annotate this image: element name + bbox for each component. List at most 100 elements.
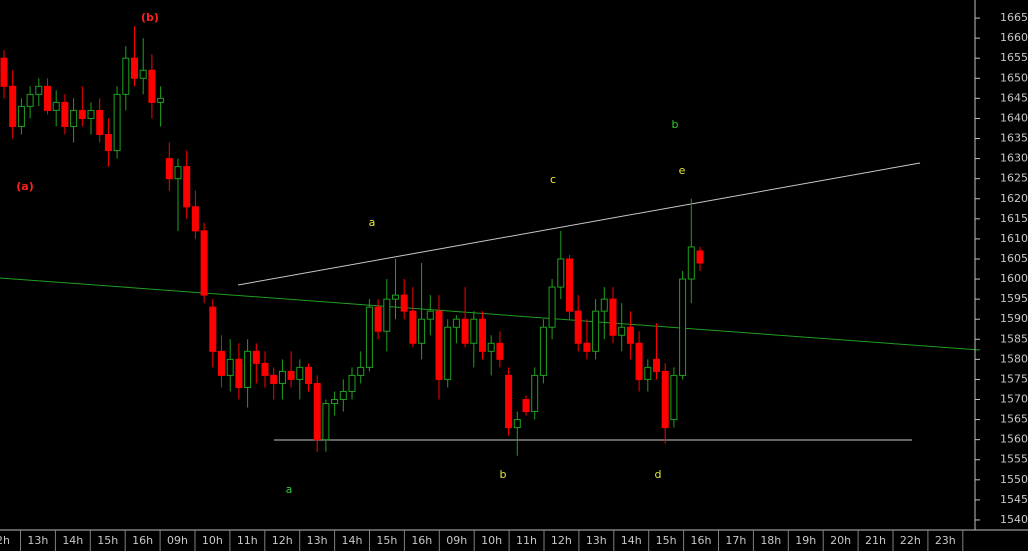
x-tick-label: 14h (342, 534, 363, 547)
candle-body (357, 366, 365, 376)
candle-body (226, 358, 234, 376)
candle-body (531, 374, 539, 413)
candle-body (278, 370, 286, 384)
candle-body (157, 97, 165, 103)
candle-body (365, 306, 373, 368)
x-tick-label: 19h (795, 534, 816, 547)
candle-body (626, 326, 634, 344)
candle-body (574, 310, 582, 344)
candle-body (600, 298, 608, 312)
candle-body (661, 370, 669, 429)
y-tick-label: 1560 (1000, 433, 1028, 446)
candle-body (513, 419, 521, 429)
y-tick-label: 1615 (1000, 212, 1028, 225)
x-tick-label: 11h (516, 534, 537, 547)
y-tick-label: 1650 (1000, 71, 1028, 84)
candle-body (557, 258, 565, 288)
candle-body (122, 57, 130, 95)
x-tick-label: 11h (237, 534, 258, 547)
x-tick-label: 13h (586, 534, 607, 547)
candle-body (461, 318, 469, 344)
candle-body (331, 399, 339, 405)
candle-body (618, 326, 626, 336)
candle-body (592, 310, 600, 352)
candle-body (0, 57, 8, 87)
y-tick-label: 1610 (1000, 232, 1028, 245)
candle-body (200, 230, 208, 296)
candle-body (296, 366, 304, 380)
candle-body (609, 298, 617, 336)
candle-body (444, 326, 452, 380)
candle-body (670, 374, 678, 421)
candle-body (52, 101, 60, 111)
x-tick-label: 16h (411, 534, 432, 547)
candle-body (435, 310, 443, 380)
candle-body (70, 109, 78, 127)
candle-body (87, 109, 95, 119)
x-tick-label: 21h (865, 534, 886, 547)
candle-body (505, 374, 513, 429)
candle-body (191, 206, 199, 232)
candle-body (339, 390, 347, 401)
candle-body (209, 306, 217, 352)
x-tick-label: 17h (725, 534, 746, 547)
x-tick-label: 15h (97, 534, 118, 547)
x-tick-label: 09h (446, 534, 467, 547)
y-tick-label: 1625 (1000, 172, 1028, 185)
x-tick-label: 12h (551, 534, 572, 547)
x-tick-label: 12h (272, 534, 293, 547)
candle-body (687, 246, 695, 280)
x-tick-label: 14h (62, 534, 83, 547)
x-tick-label: 10h (202, 534, 223, 547)
x-tick-label: 13h (307, 534, 328, 547)
x-tick-label: 14h (621, 534, 642, 547)
y-tick-label: 1550 (1000, 473, 1028, 486)
annotation: a (286, 483, 293, 496)
y-tick-label: 1635 (1000, 132, 1028, 145)
y-tick-label: 1655 (1000, 51, 1028, 64)
x-tick-label: 09h (167, 534, 188, 547)
candle-body (392, 294, 399, 300)
x-tick-label: 22h (900, 534, 921, 547)
candle-body (479, 318, 486, 352)
annotation: (b) (141, 11, 159, 24)
y-tick-label: 1645 (1000, 91, 1028, 104)
candle-body (452, 318, 460, 328)
candle-body (261, 362, 269, 376)
candle-body (104, 134, 112, 152)
annotation: b (500, 468, 507, 481)
annotation: d (655, 468, 662, 481)
candle-body (9, 85, 17, 127)
y-tick-label: 1580 (1000, 352, 1028, 365)
candle-body (113, 93, 121, 152)
candle-body (139, 69, 147, 79)
candle-body (583, 342, 591, 352)
y-tick-label: 1585 (1000, 332, 1028, 345)
candle-body (418, 318, 426, 344)
y-tick-label: 1540 (1000, 513, 1028, 526)
y-tick-label: 1545 (1000, 493, 1028, 506)
y-tick-label: 1660 (1000, 31, 1028, 44)
candle-body (348, 374, 356, 392)
candle-body (696, 250, 704, 264)
candle-body (548, 286, 556, 328)
candle-body (374, 306, 382, 332)
candle-body (487, 342, 495, 352)
annotation: e (679, 164, 686, 177)
y-tick-label: 1665 (1000, 11, 1028, 24)
trend-line (237, 162, 921, 286)
y-tick-label: 1565 (1000, 413, 1028, 426)
candle-body (522, 399, 530, 413)
x-tick-label: 23h (935, 534, 956, 547)
candle-body (313, 382, 321, 441)
x-tick-label: 10h (481, 534, 502, 547)
candle-body (653, 358, 660, 372)
candle-body (322, 403, 330, 441)
candle-body (270, 374, 278, 384)
y-tick-label: 1620 (1000, 192, 1028, 205)
x-tick-label: 16h (132, 534, 153, 547)
candle-body (566, 258, 573, 312)
